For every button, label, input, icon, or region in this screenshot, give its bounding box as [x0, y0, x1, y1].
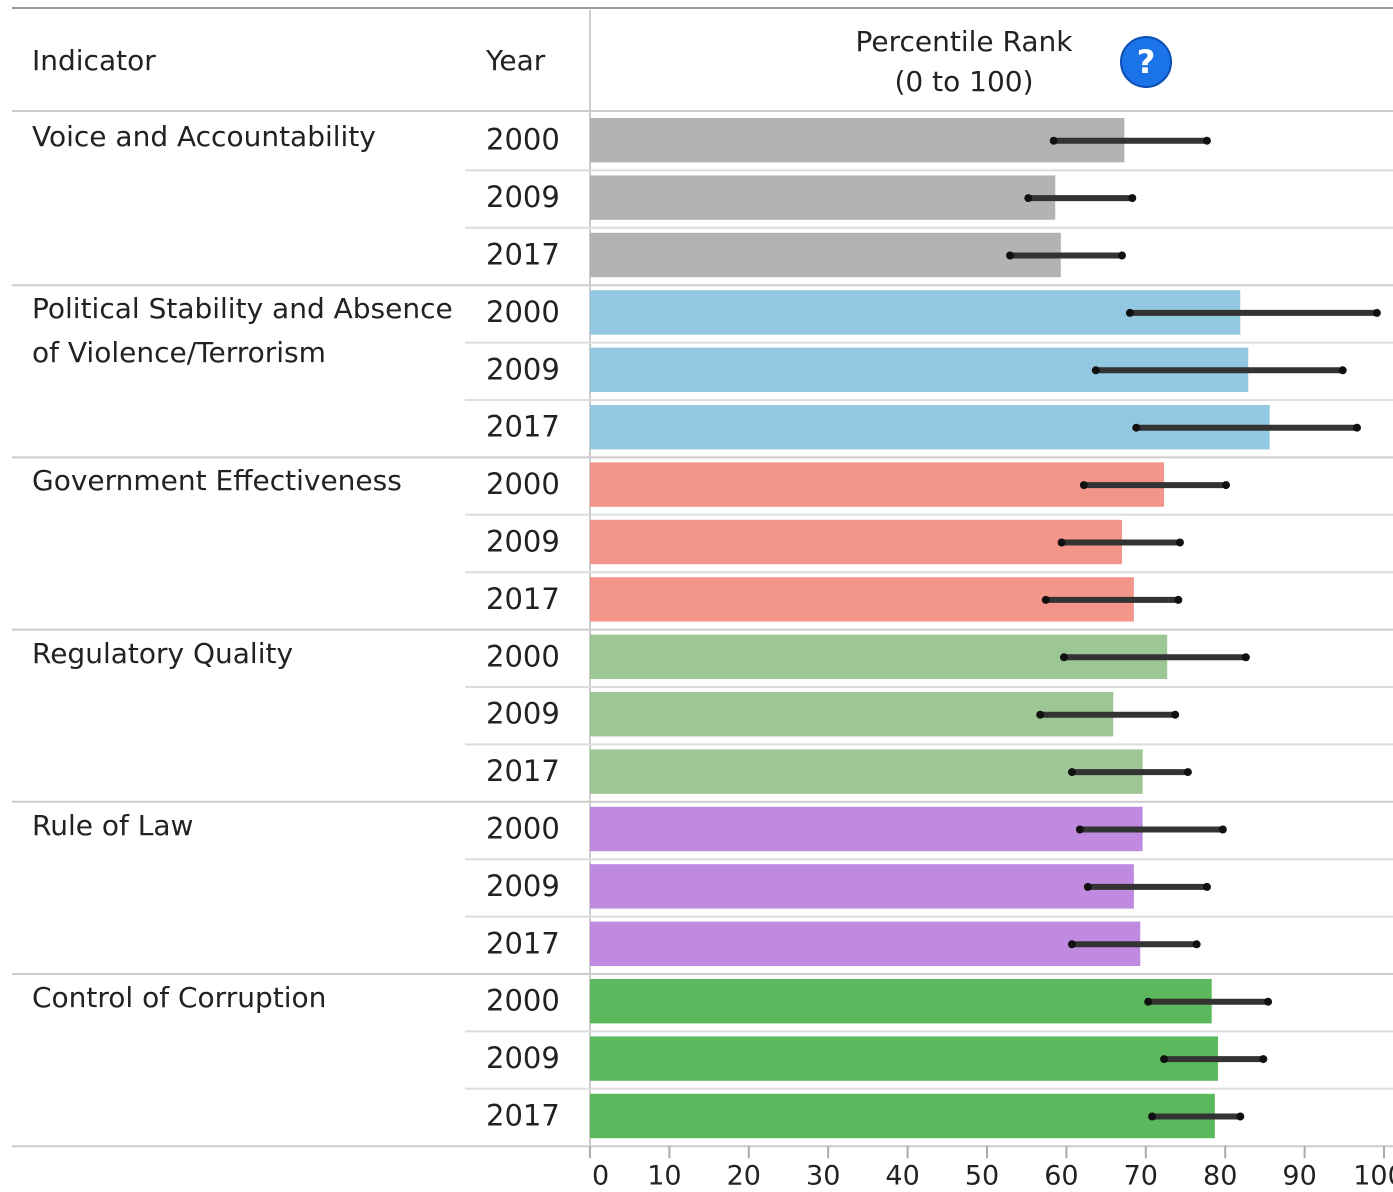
error-bar-end	[1060, 653, 1069, 662]
bar	[590, 1036, 1219, 1081]
x-tick-label: 60	[1044, 1161, 1078, 1192]
year-label: 2017	[486, 926, 560, 960]
error-bar-end	[1128, 194, 1137, 203]
help-icon-text[interactable]: ?	[1137, 43, 1156, 81]
error-bar-end	[1171, 710, 1180, 719]
year-label: 2017	[486, 754, 560, 788]
year-label: 2017	[486, 410, 560, 444]
error-bar-end	[1353, 423, 1362, 432]
year-label: 2000	[486, 467, 560, 501]
bar	[590, 979, 1212, 1024]
bar	[590, 118, 1125, 163]
error-bar-end	[1264, 997, 1273, 1006]
year-label: 2009	[486, 180, 560, 214]
year-label: 2017	[486, 1099, 560, 1133]
axis-title: (0 to 100)	[894, 65, 1033, 98]
year-label: 2000	[486, 639, 560, 673]
x-tick-label: 30	[806, 1161, 840, 1192]
bar	[590, 175, 1056, 220]
x-tick-label: 100	[1353, 1161, 1393, 1192]
year-label: 2000	[486, 123, 560, 157]
bar	[590, 692, 1114, 737]
x-tick-label: 90	[1282, 1161, 1316, 1192]
error-bar-end	[1202, 136, 1211, 145]
indicator-name: Government Effectiveness	[32, 464, 402, 498]
bar	[590, 232, 1061, 278]
error-bar-end	[1148, 1112, 1157, 1121]
error-bar-end	[1079, 481, 1088, 490]
error-bar-end	[1192, 940, 1201, 949]
x-tick-label: 20	[727, 1161, 761, 1192]
error-bar-end	[1117, 251, 1126, 260]
error-bar-end	[1006, 251, 1015, 260]
error-bar-end	[1259, 1055, 1268, 1064]
error-bar-end	[1057, 538, 1066, 547]
x-tick-label: 80	[1203, 1161, 1237, 1192]
error-bar-end	[1338, 366, 1347, 375]
bar	[590, 519, 1122, 565]
error-bar-end	[1083, 882, 1092, 891]
error-bar-end	[1049, 136, 1058, 145]
error-bar-end	[1372, 308, 1381, 317]
error-bar-end	[1183, 768, 1192, 777]
bar	[590, 749, 1143, 794]
x-tick-label: 10	[647, 1161, 681, 1192]
error-bar-end	[1132, 423, 1141, 432]
bar	[590, 462, 1165, 507]
bar	[590, 864, 1134, 909]
error-bar-end	[1036, 710, 1045, 719]
axis-title: Percentile Rank	[856, 25, 1074, 58]
help-icon[interactable]	[1120, 36, 1172, 88]
error-bar-end	[1160, 1055, 1169, 1064]
error-bar-end	[1125, 308, 1134, 317]
error-bar-end	[1144, 997, 1153, 1006]
error-bar-end	[1174, 595, 1183, 604]
year-label: 2009	[486, 697, 560, 731]
error-bar-end	[1236, 1112, 1245, 1121]
year-label: 2009	[486, 352, 560, 386]
error-bar-end	[1241, 653, 1250, 662]
year-label: 2000	[486, 295, 560, 329]
x-tick-label: 50	[965, 1161, 999, 1192]
error-bar-end	[1202, 882, 1211, 891]
year-label: 2009	[486, 525, 560, 559]
bar	[590, 1093, 1215, 1139]
error-bar-end	[1221, 481, 1230, 490]
year-label: 2009	[486, 1041, 560, 1075]
x-tick-label: 0	[592, 1161, 609, 1192]
indicator-name: Control of Corruption	[32, 981, 327, 1014]
column-header: Year	[485, 44, 546, 77]
indicator-name: Rule of Law	[32, 808, 194, 842]
error-bar-end	[1041, 595, 1050, 604]
column-header: Indicator	[32, 44, 156, 77]
indicator-name: Voice and Accountability	[32, 120, 376, 153]
error-bar-end	[1075, 825, 1084, 834]
error-bar-end	[1067, 768, 1076, 777]
indicator-name: Political Stability and Absence of Viole…	[32, 292, 453, 370]
bar	[590, 921, 1141, 966]
error-bar-end	[1091, 366, 1100, 375]
year-label: 2009	[486, 869, 560, 903]
error-bar-end	[1175, 538, 1184, 547]
year-label: 2000	[486, 984, 560, 1018]
year-label: 2017	[486, 582, 560, 616]
error-bar-end	[1218, 825, 1227, 834]
error-bar-end	[1024, 194, 1033, 203]
x-tick-label: 70	[1124, 1161, 1158, 1192]
x-tick-label: 40	[885, 1161, 919, 1192]
error-bar-end	[1067, 940, 1076, 949]
year-label: 2000	[486, 812, 560, 846]
year-label: 2017	[486, 238, 560, 272]
bar	[590, 806, 1143, 852]
indicator-name: Regulatory Quality	[32, 636, 294, 670]
